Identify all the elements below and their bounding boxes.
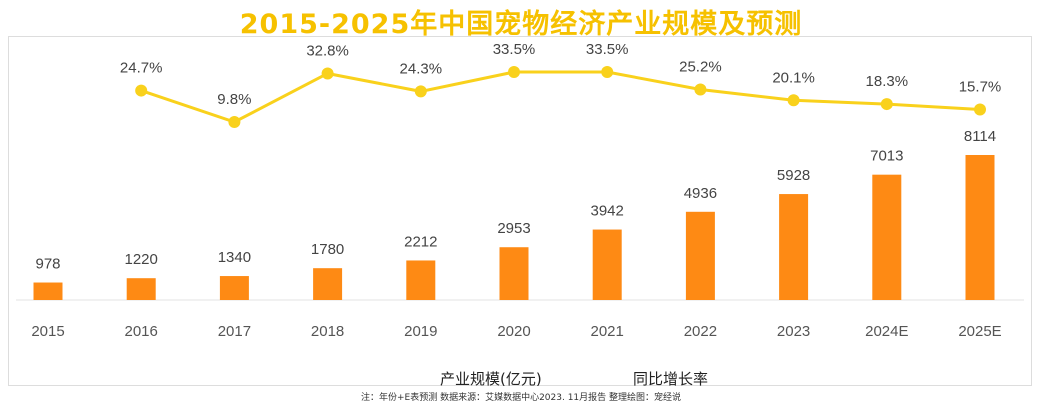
x-tick-label: 2025E xyxy=(958,323,1001,340)
x-tick-label: 2024E xyxy=(865,323,908,340)
bar xyxy=(126,278,156,300)
growth-value-label: 33.5% xyxy=(586,41,629,58)
growth-value-label: 20.1% xyxy=(772,69,815,86)
x-tick-label: 2015 xyxy=(31,323,64,340)
bar xyxy=(685,211,715,300)
x-tick-label: 2017 xyxy=(218,323,251,340)
bar-value-label: 2953 xyxy=(497,220,530,237)
chart-frame xyxy=(8,36,1032,386)
footnote: 注：年份+E表预测 数据来源：艾媒数据中心2023. 11月报告 整理绘图：宠经… xyxy=(360,393,682,403)
x-tick-label: 2016 xyxy=(125,323,158,340)
bar-series: 978 1220 1340 1780 2212 2953 3942 4936 5928 7013 8… xyxy=(33,128,996,300)
combo-chart: 978 1220 1340 1780 2212 2953 3942 4936 5928 7013 8… xyxy=(8,36,1032,386)
bar xyxy=(779,194,809,300)
bar xyxy=(313,268,343,300)
bar-value-label: 5928 xyxy=(777,167,810,184)
growth-point xyxy=(787,94,800,107)
growth-value-label: 24.3% xyxy=(400,60,443,77)
growth-value-label: 33.5% xyxy=(493,41,536,58)
growth-point xyxy=(228,116,241,128)
x-tick-label: 2020 xyxy=(497,323,530,340)
bar-value-label: 1220 xyxy=(125,251,158,268)
bar-value-label: 978 xyxy=(35,256,60,273)
growth-line-series: 24.7% 9.8% 32.8% 24.3% 33.5% 33.5% 25.2% 20.1% 1… xyxy=(120,41,1001,128)
bar-value-label: 1340 xyxy=(218,249,251,266)
x-axis-ticks: 2015 2016 2017 2018 2019 2020 2021 2022 2023 2024… xyxy=(31,323,1001,340)
bar-value-label: 7013 xyxy=(870,148,903,165)
x-tick-label: 2019 xyxy=(404,323,437,340)
bar-value-label: 8114 xyxy=(964,128,996,145)
bar xyxy=(219,276,249,300)
bar-value-label: 2212 xyxy=(404,233,437,250)
growth-value-label: 15.7% xyxy=(959,79,1002,96)
bar xyxy=(33,282,63,300)
growth-value-label: 18.3% xyxy=(866,73,909,90)
x-tick-label: 2022 xyxy=(684,323,717,340)
x-tick-label: 2021 xyxy=(591,323,624,340)
bar xyxy=(965,155,995,300)
growth-point xyxy=(135,84,148,97)
bar-value-label: 4936 xyxy=(684,185,717,202)
chart-title: 2015-2025年中国宠物经济产业规模及预测 xyxy=(239,9,803,40)
growth-point xyxy=(694,83,707,96)
bar-value-label: 3942 xyxy=(591,203,624,220)
bar-value-label: 1780 xyxy=(311,241,344,258)
growth-line xyxy=(140,70,981,124)
bar xyxy=(592,229,622,300)
growth-value-label: 25.2% xyxy=(679,59,722,76)
bar xyxy=(872,174,902,300)
growth-point xyxy=(508,66,520,78)
growth-value-label: 9.8% xyxy=(217,91,251,108)
bar xyxy=(499,247,529,300)
growth-point xyxy=(974,103,986,116)
growth-value-label: 32.8% xyxy=(306,42,349,59)
growth-point xyxy=(601,66,614,78)
legend-item-bar: 产业规模(亿元) xyxy=(440,370,542,388)
growth-point xyxy=(880,98,893,111)
growth-point xyxy=(414,85,427,98)
growth-point xyxy=(321,67,334,80)
x-tick-label: 2018 xyxy=(311,323,344,340)
legend-item-line: 同比增长率 xyxy=(633,370,709,388)
bar xyxy=(406,260,436,300)
growth-value-label: 24.7% xyxy=(120,60,163,77)
x-tick-label: 2023 xyxy=(777,323,810,340)
